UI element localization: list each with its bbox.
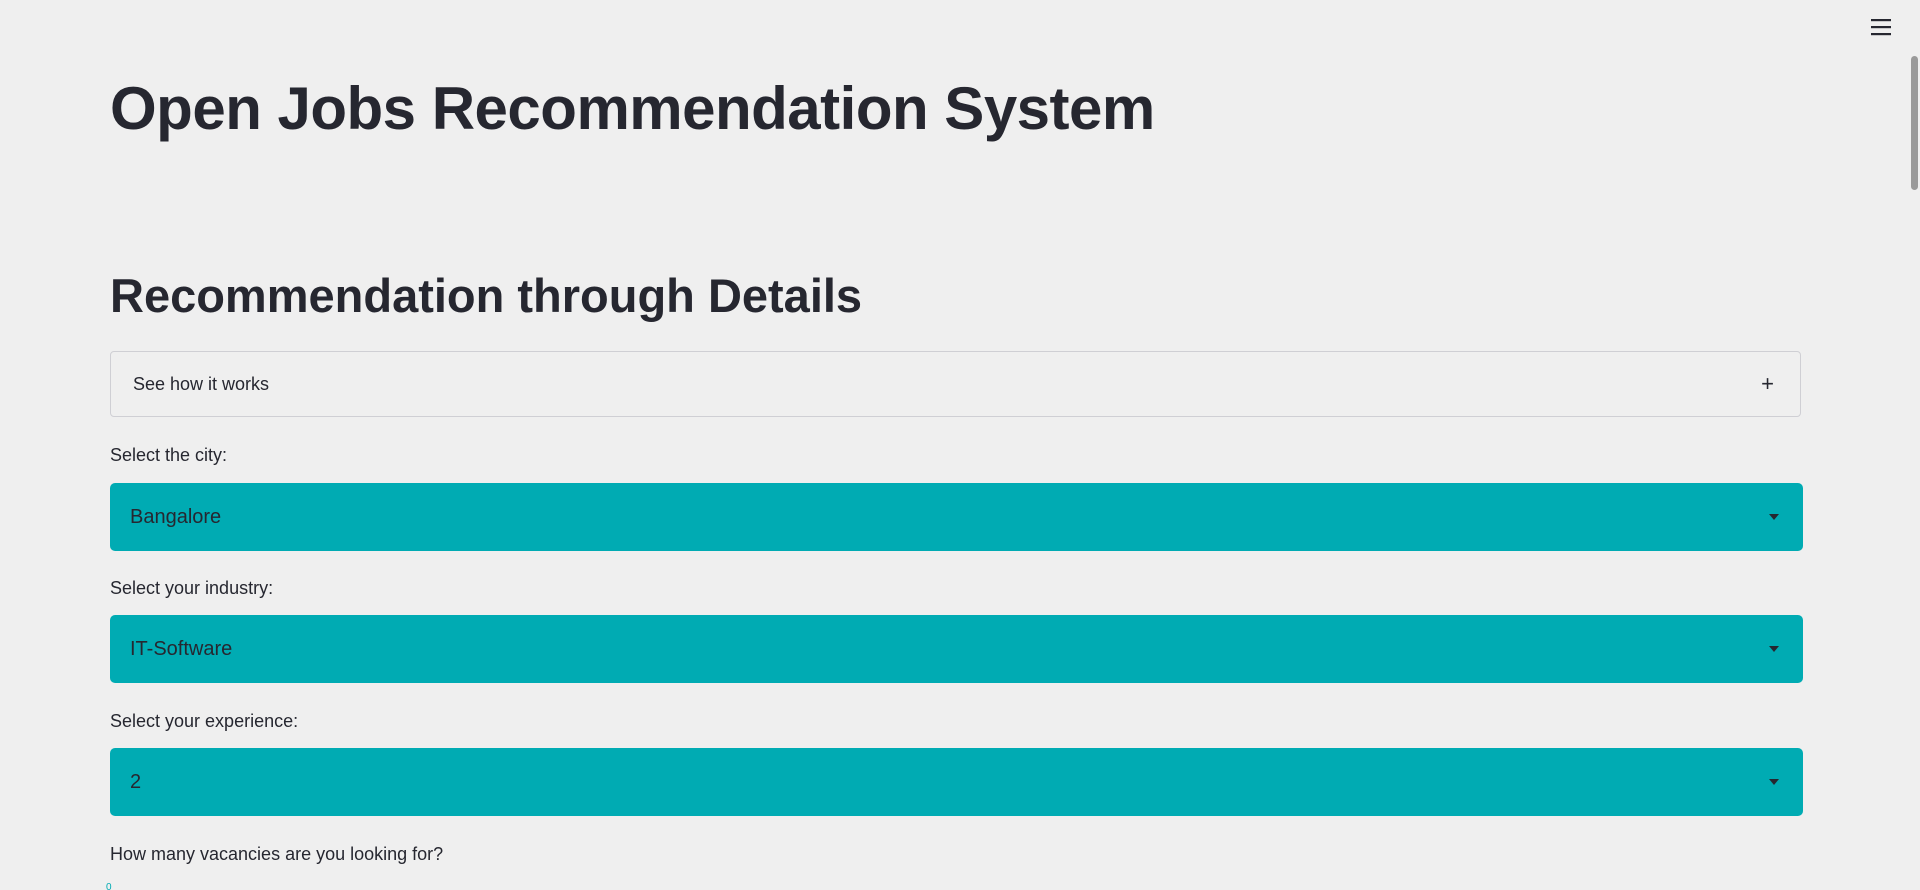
scrollbar-thumb[interactable] (1911, 56, 1918, 190)
chevron-down-icon (1769, 779, 1779, 785)
page-title: Open Jobs Recommendation System (110, 75, 1155, 142)
how-it-works-expander[interactable]: See how it works + (110, 351, 1801, 417)
section-title: Recommendation through Details (110, 269, 863, 322)
industry-label: Select your industry: (110, 578, 274, 598)
chevron-down-icon (1769, 646, 1779, 652)
experience-select-value: 2 (130, 770, 142, 793)
city-select-value: Bangalore (130, 505, 222, 528)
experience-select[interactable]: 2 (110, 748, 1803, 816)
chevron-down-icon (1769, 514, 1779, 520)
city-label: Select the city: (110, 445, 228, 465)
page-scrollbar[interactable] (1908, 0, 1920, 890)
vacancies-label: How many vacancies are you looking for? (110, 844, 444, 864)
experience-label: Select your experience: (110, 711, 299, 731)
industry-select[interactable]: IT-Software (110, 615, 1803, 683)
vacancies-slider-min-value: 0 (106, 882, 112, 890)
plus-icon: + (1761, 371, 1774, 396)
expander-label: See how it works (133, 373, 270, 394)
industry-select-value: IT-Software (130, 637, 233, 660)
hamburger-menu-icon (1871, 19, 1891, 36)
city-select[interactable]: Bangalore (110, 483, 1803, 551)
main-menu-button[interactable] (1866, 14, 1896, 40)
